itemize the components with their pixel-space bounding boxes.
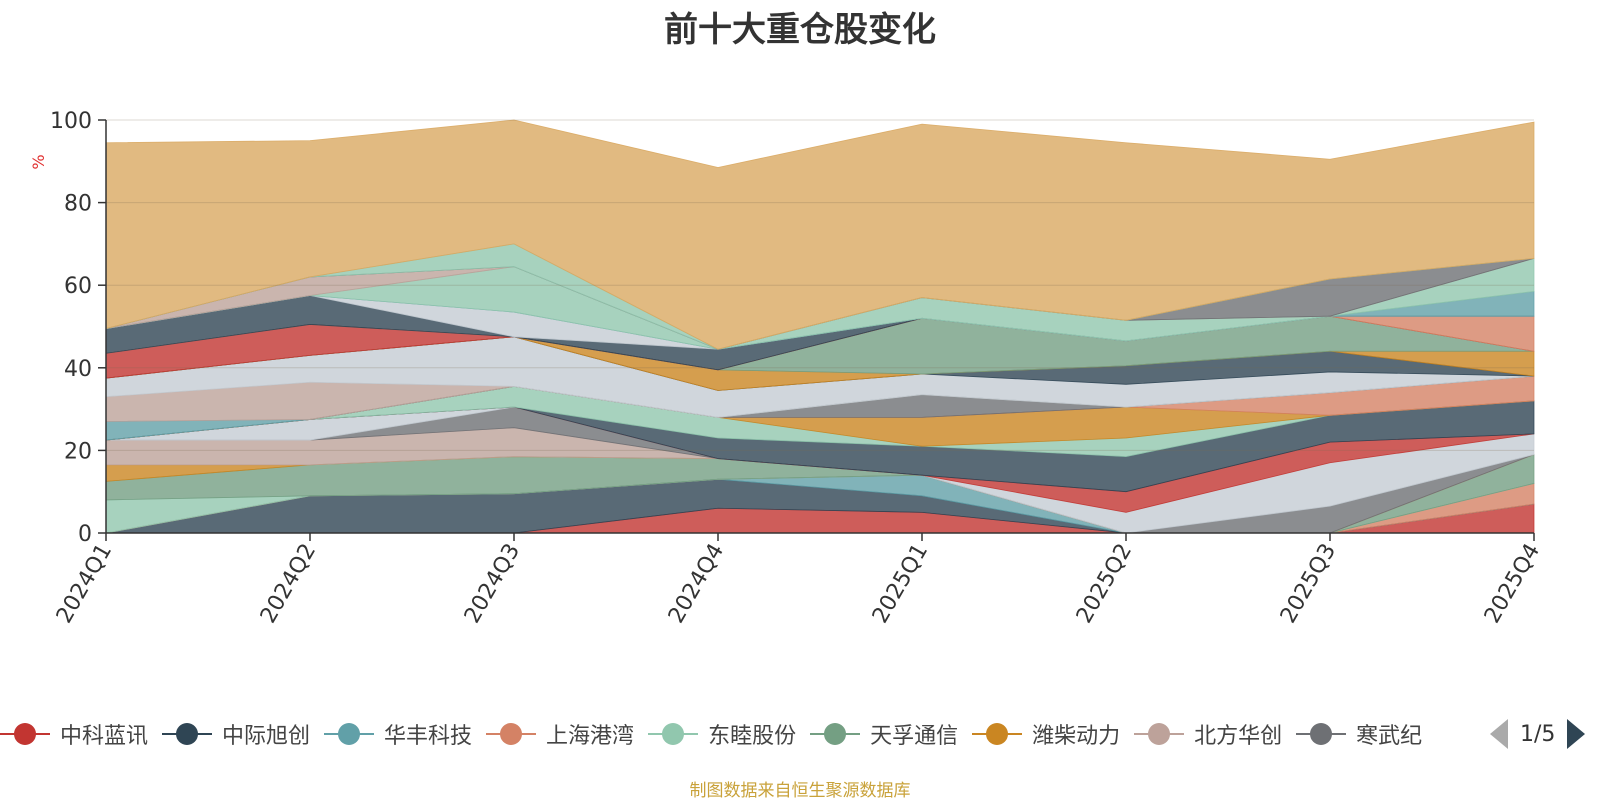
x-tick-label-1: 2024Q2 [256, 540, 321, 628]
legend-marker-icon [810, 722, 861, 746]
legend-label: 中际旭创 [222, 724, 311, 749]
legend-label: 上海港湾 [546, 724, 635, 749]
legend-marker-icon [324, 722, 375, 746]
legend-item-1[interactable]: 中际旭创 [162, 714, 310, 754]
legend-label: 潍柴动力 [1032, 724, 1121, 749]
legend-marker-icon [0, 722, 50, 746]
legend-item-5[interactable]: 天孚通信 [810, 714, 958, 754]
legend-item-7[interactable]: 北方华创 [1134, 714, 1282, 754]
x-tick-label-2: 2024Q3 [460, 540, 525, 628]
legend-marker-icon [162, 722, 213, 746]
legend-item-8[interactable]: 寒武纪 [1296, 714, 1422, 754]
x-tick-label-5: 2025Q2 [1072, 540, 1137, 628]
legend-marker-icon [648, 722, 699, 746]
y-tick-label-3: 60 [64, 274, 92, 299]
legend-item-2[interactable]: 华丰科技 [324, 714, 472, 754]
y-tick-label-2: 40 [64, 357, 92, 382]
legend-prev-page-icon[interactable] [1490, 719, 1508, 749]
legend-marker-icon [486, 722, 537, 746]
legend-page-indicator: 1/5 [1520, 721, 1556, 747]
legend-next-page-icon[interactable] [1567, 719, 1586, 749]
y-axis-label: % [29, 154, 48, 169]
legend-label: 东睦股份 [708, 724, 797, 749]
source-note: 制图数据来自恒生聚源数据库 [689, 781, 911, 801]
legend-label: 中科蓝讯 [60, 724, 149, 749]
y-tick-label-1: 20 [64, 439, 92, 464]
legend-item-6[interactable]: 潍柴动力 [972, 714, 1120, 754]
grid-lines [106, 119, 1534, 451]
area-series-group [105, 119, 1535, 534]
legend: 中科蓝讯 中际旭创 华丰科技 上海港湾 东睦股份 天孚通信 潍柴动力 北方华创 寒武纪 [0, 714, 1480, 754]
x-tick-label-4: 2025Q1 [868, 540, 933, 628]
stacked-area-chart: 0 20 40 60 80 100% 2024Q1 2024Q2 2024Q3 2024Q4 202… [29, 109, 1545, 628]
legend-marker-icon [1134, 722, 1185, 746]
y-tick-label-4: 80 [64, 192, 92, 217]
legend-item-3[interactable]: 上海港湾 [486, 714, 634, 754]
legend-marker-icon [972, 722, 1023, 746]
legend-marker-icon [1296, 722, 1347, 746]
x-tick-label-0: 2024Q1 [52, 540, 117, 628]
y-tick-label-5: 100 [50, 109, 92, 134]
legend-label: 华丰科技 [384, 724, 473, 749]
x-tick-label-7: 2025Q4 [1480, 540, 1545, 628]
legend-item-4[interactable]: 东睦股份 [648, 714, 796, 754]
legend-item-0[interactable]: 中科蓝讯 [0, 714, 148, 754]
area-series-31[interactable] [105, 119, 1535, 350]
legend-pager: 1/5 [1490, 716, 1586, 752]
x-tick-label-3: 2024Q4 [664, 540, 729, 628]
legend-label: 天孚通信 [870, 724, 959, 749]
chart-title: 前十大重仓股变化 [664, 10, 936, 50]
legend-label: 北方华创 [1194, 724, 1283, 749]
legend-label: 寒武纪 [1356, 724, 1423, 749]
x-tick-label-6: 2025Q3 [1276, 540, 1341, 628]
y-tick-label-0: 0 [78, 522, 92, 547]
